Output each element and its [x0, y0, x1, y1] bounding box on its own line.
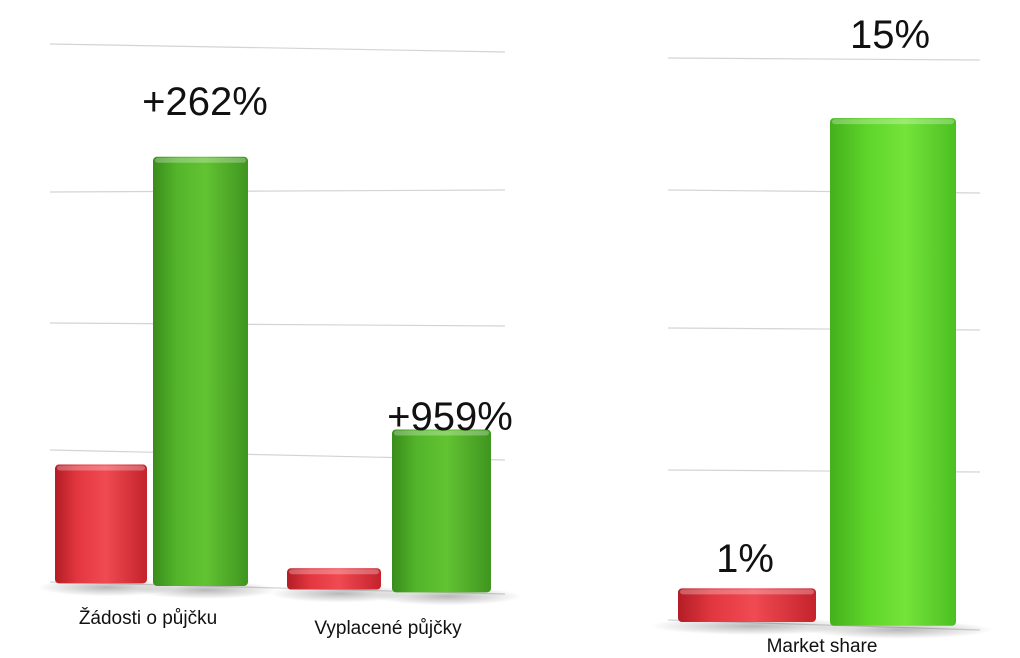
- data-label: 15%: [850, 13, 930, 57]
- bar-highlight: [832, 119, 954, 125]
- bar-highlight: [57, 465, 145, 471]
- category-label: Vyplacené půjčky: [314, 618, 462, 639]
- category-label: Žádosti o půjčku: [79, 607, 217, 629]
- bar-red: [287, 568, 381, 590]
- data-label: +262%: [142, 80, 268, 124]
- bar-highlight: [289, 569, 379, 575]
- bar-highlight: [155, 157, 246, 163]
- data-label: +959%: [387, 395, 513, 439]
- bar-highlight: [680, 589, 814, 595]
- bar-red: [55, 464, 147, 584]
- bar-red: [678, 588, 816, 623]
- bar-green: [153, 156, 248, 586]
- gridline: [49, 189, 506, 193]
- category-label: Market share: [767, 636, 878, 657]
- gridline: [49, 322, 506, 327]
- bar-green: [392, 429, 491, 593]
- data-label: 1%: [716, 537, 774, 581]
- bar-highlight: [394, 430, 489, 436]
- gridline: [49, 43, 506, 53]
- gridline: [667, 57, 981, 61]
- bar-green: [830, 118, 956, 626]
